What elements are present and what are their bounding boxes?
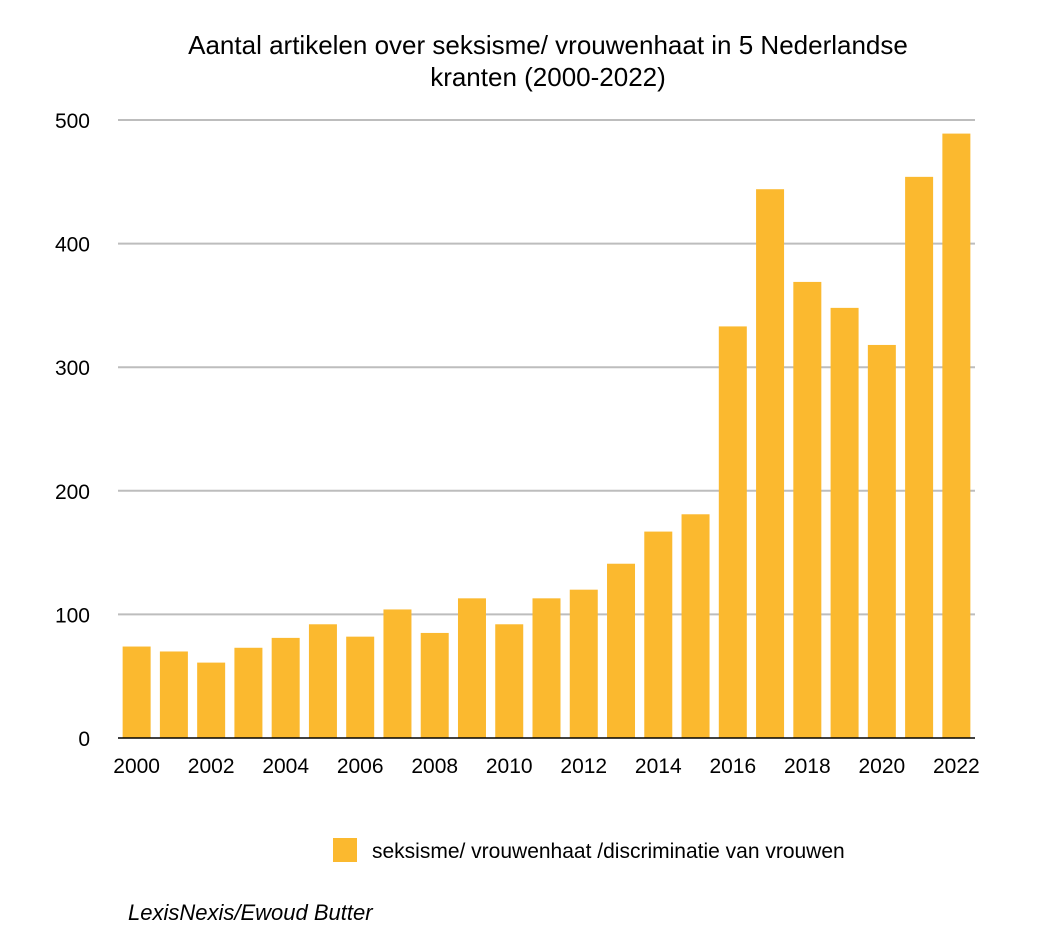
chart-title-line-2: kranten (2000-2022) bbox=[430, 62, 666, 92]
y-tick-label: 0 bbox=[78, 728, 90, 751]
bar-2012 bbox=[569, 589, 598, 738]
bar-2016 bbox=[718, 326, 747, 738]
bar-2010 bbox=[495, 624, 524, 738]
x-tick-label: 2010 bbox=[486, 755, 533, 778]
y-tick-label: 500 bbox=[55, 110, 90, 133]
y-axis-labels: 0 100 200 300 400 500 bbox=[55, 110, 90, 751]
x-tick-label: 2002 bbox=[188, 755, 235, 778]
y-tick-label: 100 bbox=[55, 604, 90, 627]
x-tick-label: 2020 bbox=[858, 755, 905, 778]
bar-2018 bbox=[793, 281, 822, 738]
bar-2002 bbox=[197, 662, 226, 738]
bar-2008 bbox=[420, 632, 449, 738]
bar-2000 bbox=[122, 646, 151, 738]
legend-swatch bbox=[333, 838, 357, 862]
bar-2006 bbox=[346, 636, 375, 738]
bar-2005 bbox=[308, 624, 337, 738]
bar-2007 bbox=[383, 609, 412, 738]
bar-2014 bbox=[644, 531, 673, 738]
bar-2004 bbox=[271, 637, 300, 738]
bar-2019 bbox=[830, 307, 859, 738]
bar-2022 bbox=[942, 133, 971, 738]
y-tick-label: 200 bbox=[55, 481, 90, 504]
legend-label: seksisme/ vrouwenhaat /discriminatie van… bbox=[372, 840, 845, 863]
bar-2011 bbox=[532, 598, 561, 738]
x-axis-labels: 2000 2002 2004 2006 2008 2010 2012 2014 2016 2018… bbox=[113, 755, 979, 778]
x-tick-label: 2012 bbox=[560, 755, 607, 778]
y-tick-label: 400 bbox=[55, 234, 90, 257]
x-tick-label: 2004 bbox=[262, 755, 309, 778]
source-note: LexisNexis/Ewoud Butter bbox=[128, 900, 374, 925]
bar-2015 bbox=[681, 514, 710, 738]
chart-title-line-1: Aantal artikelen over seksisme/ vrouwenh… bbox=[188, 30, 908, 60]
x-tick-label: 2018 bbox=[784, 755, 831, 778]
y-tick-label: 300 bbox=[55, 357, 90, 380]
x-tick-label: 2014 bbox=[635, 755, 682, 778]
bars bbox=[122, 133, 971, 738]
x-tick-label: 2006 bbox=[337, 755, 384, 778]
bar-2009 bbox=[457, 598, 486, 738]
bar-2021 bbox=[905, 176, 934, 738]
bar-2013 bbox=[607, 563, 636, 738]
x-tick-label: 2008 bbox=[411, 755, 458, 778]
bar-2003 bbox=[234, 647, 263, 738]
x-tick-label: 2000 bbox=[113, 755, 160, 778]
x-tick-label: 2022 bbox=[933, 755, 980, 778]
x-tick-label: 2016 bbox=[709, 755, 756, 778]
bar-2020 bbox=[867, 344, 896, 738]
bar-2017 bbox=[756, 189, 785, 738]
bar-2001 bbox=[159, 651, 188, 738]
